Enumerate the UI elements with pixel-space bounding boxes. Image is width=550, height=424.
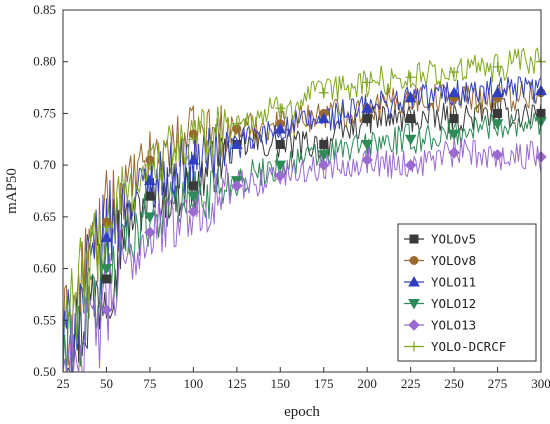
series-marker	[230, 138, 243, 149]
x-tick-label: 175	[314, 376, 334, 391]
x-tick-label: 25	[57, 376, 70, 391]
series-marker	[449, 67, 460, 78]
series-marker	[188, 134, 199, 145]
series-marker	[406, 114, 416, 124]
plot-lines	[62, 47, 542, 373]
legend-entry: YOLO-DCRCF	[431, 339, 506, 354]
series-marker	[319, 139, 329, 149]
series-marker	[491, 86, 504, 98]
series-marker	[274, 169, 286, 182]
legend-swatch-marker	[408, 319, 420, 331]
y-axis-title: mAP50	[4, 168, 20, 214]
series-marker	[187, 153, 200, 165]
legend-swatch-marker	[408, 275, 420, 287]
series-marker	[100, 304, 113, 316]
x-axis: 25 50 75 100 125 150 175 200 225 250 275 300	[57, 367, 550, 391]
series-marker	[101, 222, 112, 233]
series-marker	[274, 160, 287, 172]
series-marker	[361, 154, 373, 166]
x-tick-label: 125	[227, 376, 247, 391]
series-marker	[362, 77, 373, 88]
legend-box	[397, 223, 537, 362]
series-marker	[188, 181, 198, 191]
plot-frame	[62, 9, 542, 373]
legend-swatch-marker	[409, 341, 419, 352]
series-line	[62, 76, 542, 373]
series-marker	[274, 122, 287, 134]
legend-swatch-marker	[409, 256, 419, 265]
x-tick-label: 150	[271, 376, 291, 391]
y-tick-label: 0.50	[33, 364, 56, 379]
x-tick-label: 200	[357, 376, 377, 391]
series-marker	[449, 114, 459, 124]
y-axis: 0.50 0.55 0.60 0.65 0.70 0.75 0.80 0.85	[33, 2, 68, 379]
series-marker	[144, 174, 156, 186]
series-marker	[317, 112, 330, 124]
legend: YOLOv5 YOLOv8 YOLO11 YOLO12 YOLO13 YOLO-DCRCF	[397, 223, 537, 362]
series-marker	[404, 159, 417, 171]
y-tick-label: 0.55	[33, 312, 56, 327]
series-marker	[491, 149, 504, 161]
series-line	[62, 47, 542, 344]
series-marker	[448, 129, 460, 141]
series-marker	[404, 91, 417, 103]
series-marker	[101, 274, 111, 284]
series-marker	[362, 114, 372, 124]
series-marker	[100, 231, 113, 243]
series-marker	[231, 180, 243, 192]
y-tick-label: 0.85	[33, 2, 56, 17]
series-marker	[361, 139, 374, 151]
series-marker	[404, 134, 417, 146]
series-marker	[187, 205, 200, 218]
series-marker	[187, 191, 200, 203]
x-tick-label: 225	[401, 376, 421, 391]
series-marker	[493, 108, 503, 118]
legend-entry: YOLOv8	[431, 253, 476, 268]
series-marker	[144, 226, 156, 239]
series-marker	[318, 159, 330, 171]
x-tick-label: 300	[531, 376, 550, 391]
series-marker	[492, 61, 503, 72]
series-marker	[317, 150, 330, 161]
x-tick-label: 50	[100, 376, 113, 391]
series-marker	[275, 103, 286, 114]
series-marker	[144, 160, 155, 171]
y-tick-label: 0.60	[33, 261, 56, 276]
x-tick-label: 275	[488, 376, 508, 391]
series-marker	[318, 87, 329, 98]
series-marker	[275, 139, 285, 149]
y-tick-label: 0.70	[33, 157, 56, 172]
series-marker	[448, 147, 460, 159]
legend-entry: YOLO13	[431, 318, 476, 333]
legend-swatch-marker	[409, 234, 419, 244]
series-marker	[100, 264, 113, 275]
x-axis-title: epoch	[284, 404, 320, 420]
legend-entry: YOLOv5	[431, 232, 476, 247]
y-tick-label: 0.65	[33, 209, 56, 224]
y-tick-label: 0.80	[33, 54, 56, 69]
series-marker	[448, 86, 460, 98]
x-tick-label: 250	[444, 376, 464, 391]
series-marker	[144, 212, 156, 223]
x-tick-label: 100	[184, 376, 204, 391]
series-line	[62, 137, 542, 373]
y-tick-label: 0.75	[33, 105, 56, 120]
legend-swatch-marker	[408, 299, 420, 310]
series-marker	[491, 119, 504, 130]
series-line	[63, 98, 542, 373]
series-marker	[361, 102, 374, 113]
series-marker	[405, 72, 416, 83]
legend-entry: YOLO11	[431, 275, 476, 290]
legend-entry: YOLO12	[431, 296, 476, 311]
series-marker	[231, 118, 242, 129]
x-tick-label: 75	[143, 376, 156, 391]
series-marker	[145, 191, 155, 201]
